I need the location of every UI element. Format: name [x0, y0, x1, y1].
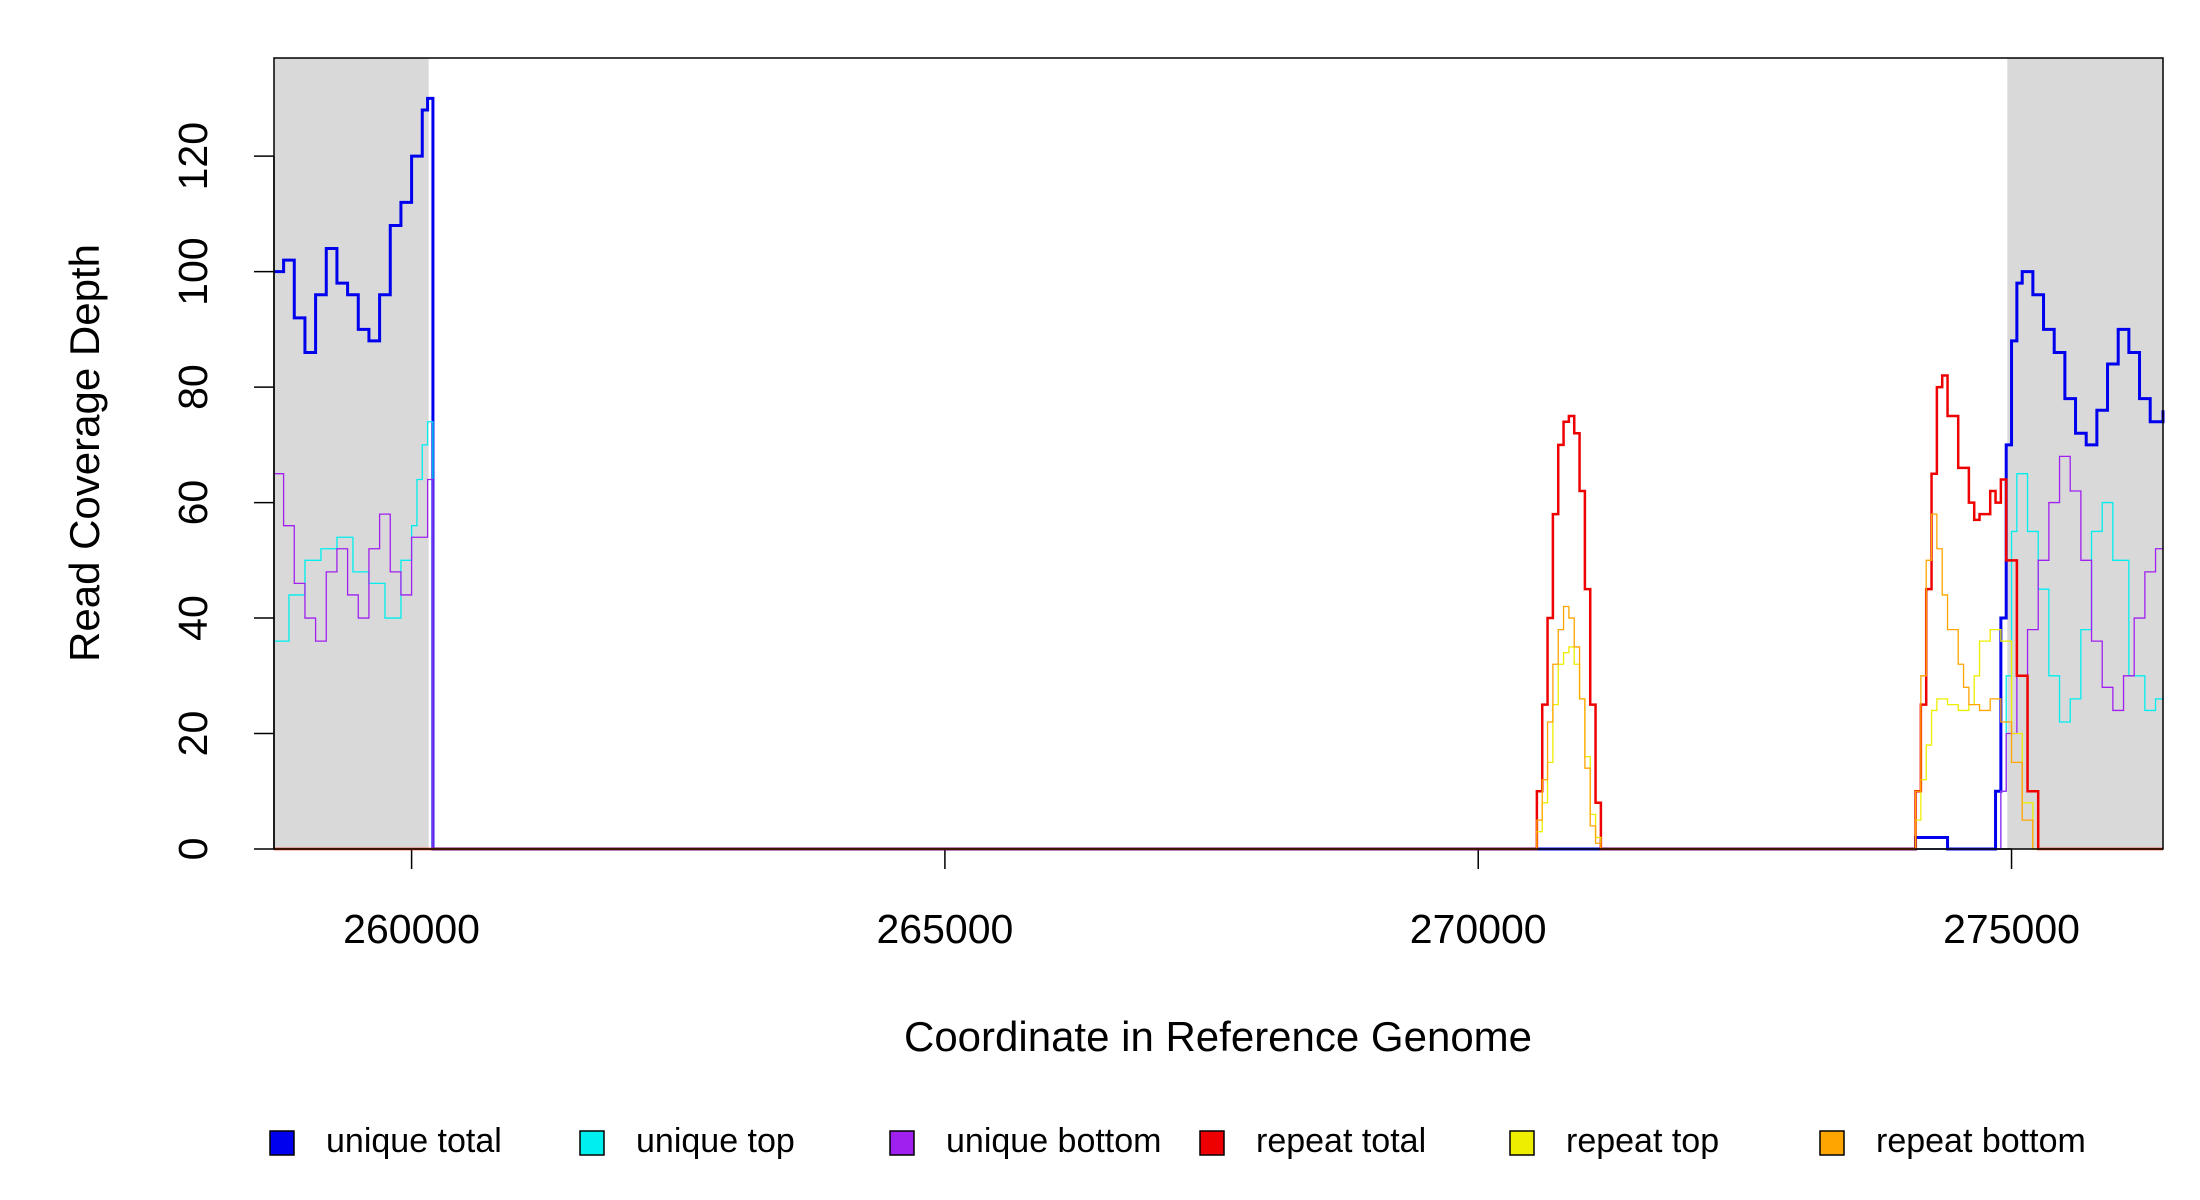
legend-swatch [579, 1130, 605, 1156]
x-tick-label: 275000 [1943, 906, 2080, 952]
legend-label: repeat bottom [1876, 1122, 2086, 1160]
legend-swatch [1199, 1130, 1225, 1156]
x-tick-label: 265000 [876, 906, 1013, 952]
legend-label: repeat total [1256, 1122, 1426, 1160]
y-tick-label: 20 [170, 711, 216, 757]
plot-frame [273, 57, 2164, 850]
legend-label: repeat top [1566, 1122, 1719, 1160]
legend-label: unique total [326, 1122, 502, 1160]
x-tick-label: 260000 [343, 906, 480, 952]
x-axis-title: Coordinate in Reference Genome [904, 1013, 1532, 1060]
x-tick-label: 270000 [1410, 906, 1547, 952]
series-line [274, 374, 2163, 851]
shaded-range [2007, 58, 2163, 849]
shaded-range [274, 58, 429, 849]
series-line [274, 421, 2163, 850]
legend-swatch [1509, 1130, 1535, 1156]
series-line [274, 628, 2163, 850]
legend-swatch [269, 1130, 295, 1156]
legend-swatch [889, 1130, 915, 1156]
series-line [274, 455, 2163, 850]
series-line [274, 96, 2165, 851]
y-tick-label: 80 [170, 364, 216, 410]
y-tick-label: 0 [170, 838, 216, 861]
y-tick-label: 100 [170, 237, 216, 305]
y-tick-label: 60 [170, 480, 216, 526]
y-tick-label: 40 [170, 595, 216, 641]
y-tick-label: 120 [170, 122, 216, 190]
legend-label: unique bottom [946, 1122, 1162, 1160]
legend-label: unique top [636, 1122, 795, 1160]
y-axis-title: Read Coverage Depth [61, 244, 108, 662]
series-line [274, 513, 2163, 850]
legend-swatch [1819, 1130, 1845, 1156]
